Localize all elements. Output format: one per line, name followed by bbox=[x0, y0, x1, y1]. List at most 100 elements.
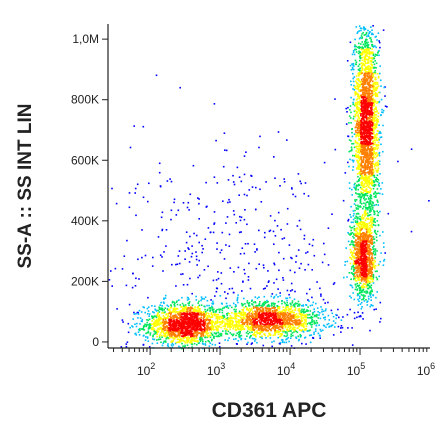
event-dot bbox=[277, 296, 279, 298]
event-dot bbox=[206, 299, 209, 302]
event-dot bbox=[365, 277, 368, 280]
event-dot bbox=[160, 307, 163, 309]
event-dot bbox=[231, 312, 233, 314]
event-dot bbox=[357, 216, 359, 219]
event-dot bbox=[368, 85, 371, 87]
event-dot bbox=[116, 308, 118, 310]
event-dot bbox=[372, 263, 375, 265]
event-dot bbox=[374, 91, 377, 94]
event-dot bbox=[211, 316, 213, 318]
event-dot bbox=[176, 300, 178, 302]
event-dot bbox=[258, 327, 261, 330]
event-dot bbox=[356, 151, 359, 154]
event-dot bbox=[225, 297, 227, 300]
event-dot bbox=[380, 317, 382, 320]
event-dot bbox=[156, 333, 158, 336]
event-dot bbox=[372, 304, 374, 307]
event-dot bbox=[209, 328, 212, 330]
event-dot bbox=[358, 151, 360, 153]
event-dot bbox=[358, 281, 361, 284]
event-dot bbox=[359, 288, 361, 291]
event-dot bbox=[178, 340, 181, 342]
event-dot bbox=[375, 138, 377, 141]
event-dot bbox=[156, 312, 159, 315]
event-dot bbox=[293, 329, 296, 332]
event-dot bbox=[371, 218, 374, 220]
event-dot bbox=[170, 340, 173, 342]
event-dot bbox=[286, 312, 289, 314]
event-dot bbox=[352, 221, 354, 224]
event-dot bbox=[360, 289, 362, 292]
event-dot bbox=[354, 85, 356, 88]
event-dot bbox=[185, 241, 188, 244]
event-dot bbox=[366, 83, 369, 85]
event-dot bbox=[350, 96, 352, 99]
event-dot bbox=[252, 326, 254, 329]
event-dot bbox=[272, 327, 275, 330]
event-dot bbox=[363, 193, 366, 196]
event-dot bbox=[224, 291, 226, 293]
event-dot bbox=[370, 61, 373, 63]
event-dot bbox=[274, 329, 276, 332]
event-dot bbox=[228, 312, 230, 315]
event-dot bbox=[357, 52, 360, 55]
event-dot bbox=[369, 209, 372, 212]
event-dot bbox=[355, 213, 358, 215]
event-dot bbox=[351, 194, 353, 196]
event-dot bbox=[195, 335, 198, 338]
event-dot bbox=[360, 90, 362, 92]
event-dot bbox=[150, 323, 153, 325]
event-dot bbox=[223, 306, 226, 309]
event-dot bbox=[218, 335, 220, 338]
event-dot bbox=[141, 256, 143, 259]
event-dot bbox=[227, 318, 230, 321]
event-dot bbox=[377, 32, 380, 34]
event-dot bbox=[154, 332, 157, 335]
event-dot bbox=[186, 308, 189, 311]
event-dot bbox=[361, 170, 363, 173]
event-dot bbox=[171, 340, 174, 343]
event-dot bbox=[217, 329, 219, 331]
event-dot bbox=[251, 303, 253, 305]
event-dot bbox=[251, 186, 254, 188]
event-dot bbox=[364, 81, 366, 84]
event-dot bbox=[351, 66, 354, 69]
event-dot bbox=[206, 309, 209, 312]
event-dot bbox=[326, 323, 328, 326]
event-dot bbox=[297, 309, 300, 311]
event-dot bbox=[287, 317, 290, 320]
event-dot bbox=[139, 329, 141, 332]
event-dot bbox=[364, 90, 367, 93]
event-dot bbox=[359, 37, 362, 39]
event-dot bbox=[376, 188, 379, 190]
event-dot bbox=[350, 69, 353, 71]
event-dot bbox=[152, 338, 154, 340]
event-dot bbox=[352, 62, 355, 65]
event-dot bbox=[223, 327, 226, 330]
event-dot bbox=[360, 62, 362, 65]
event-dot bbox=[368, 183, 371, 185]
event-dot bbox=[234, 304, 237, 306]
event-dot bbox=[346, 313, 349, 316]
event-dot bbox=[359, 231, 361, 234]
event-dot bbox=[358, 162, 360, 165]
event-dot bbox=[196, 334, 198, 336]
event-dot bbox=[364, 219, 367, 222]
event-dot bbox=[225, 328, 228, 330]
event-dot bbox=[163, 323, 166, 326]
event-dot bbox=[217, 271, 219, 273]
event-dot bbox=[281, 333, 283, 335]
event-dot bbox=[172, 300, 174, 303]
event-dot bbox=[349, 295, 351, 297]
event-dot bbox=[300, 324, 303, 327]
event-dot bbox=[142, 326, 145, 329]
event-dot bbox=[358, 284, 361, 287]
event-dot bbox=[161, 256, 163, 258]
event-dot bbox=[198, 259, 200, 262]
event-dot bbox=[350, 221, 353, 224]
event-dot bbox=[362, 64, 364, 66]
event-dot bbox=[353, 45, 356, 48]
event-dot bbox=[353, 110, 356, 113]
event-dot bbox=[177, 338, 180, 341]
event-dot bbox=[352, 235, 354, 238]
